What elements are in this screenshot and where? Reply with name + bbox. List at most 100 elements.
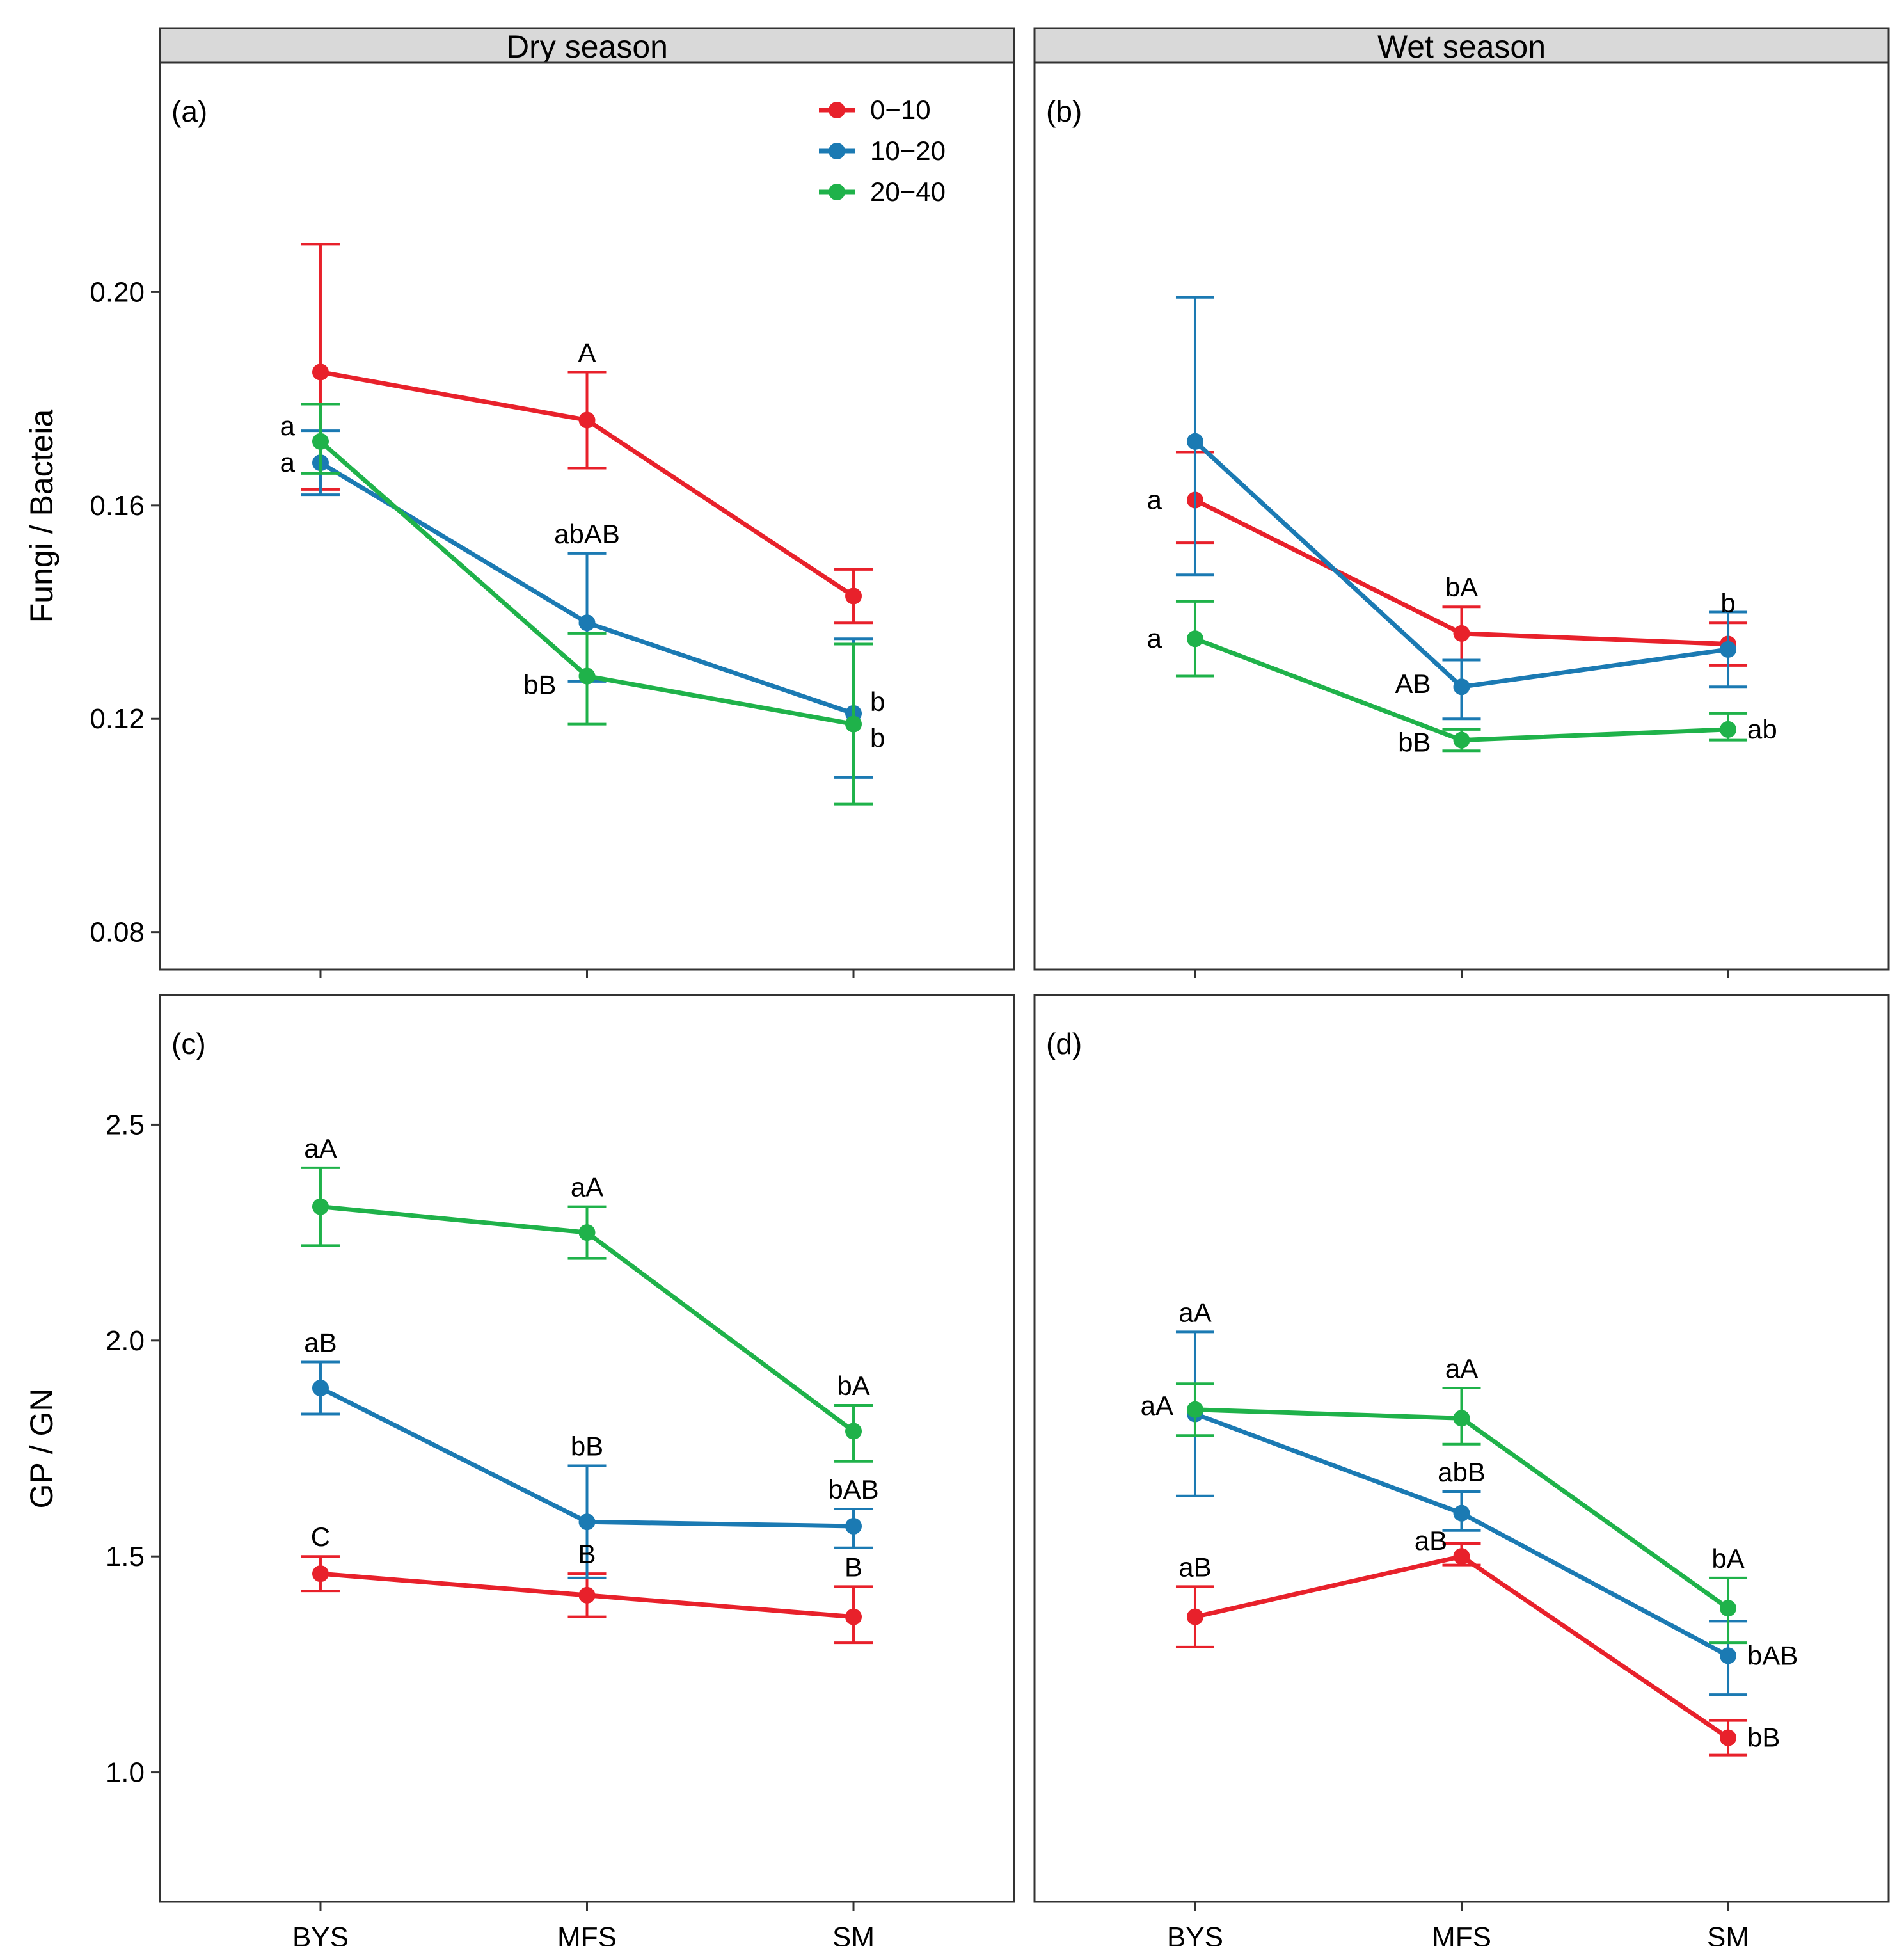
- data-point: [845, 1517, 862, 1535]
- data-point: [312, 433, 329, 450]
- panel-tag: (a): [171, 95, 207, 128]
- significance-label: aA: [304, 1133, 337, 1163]
- data-point: [1453, 1548, 1470, 1565]
- significance-label: aA: [1445, 1353, 1478, 1384]
- series-20-40: [1175, 600, 1748, 753]
- data-point: [845, 1608, 862, 1625]
- data-point: [1186, 433, 1203, 450]
- y-tick-label: 2.0: [106, 1325, 145, 1357]
- data-point: [312, 363, 329, 381]
- x-tick-label: MFS: [557, 1922, 617, 1946]
- data-point: [578, 667, 596, 685]
- data-point: [1453, 731, 1470, 749]
- data-point: [1453, 678, 1470, 696]
- y-tick-label: 0.20: [90, 276, 145, 308]
- data-point: [1453, 1410, 1470, 1427]
- data-point: [312, 1198, 329, 1215]
- series-20-40: [301, 403, 873, 806]
- legend-marker: [829, 102, 845, 118]
- significance-label: a: [280, 447, 296, 477]
- strip-header: [1033, 27, 1890, 68]
- strip-label: Wet season: [1377, 29, 1546, 65]
- significance-label: a: [1147, 623, 1162, 653]
- data-point: [845, 715, 862, 733]
- significance-label: aB: [1178, 1552, 1211, 1582]
- series-0-10: [301, 243, 873, 625]
- legend-label: 10−20: [870, 136, 946, 166]
- y-tick-label: 1.5: [106, 1541, 145, 1572]
- panel-tag: (d): [1046, 1027, 1082, 1060]
- data-point: [578, 1224, 596, 1241]
- panel-tag: (b): [1046, 95, 1082, 128]
- significance-label: b: [870, 723, 885, 753]
- legend-label: 20−40: [870, 177, 946, 207]
- series-20-40: [1175, 1382, 1748, 1645]
- data-point: [1186, 1401, 1203, 1418]
- significance-label: a: [1147, 484, 1162, 514]
- significance-label: a: [280, 411, 296, 441]
- data-point: [578, 1586, 596, 1604]
- panel-frame: [1033, 61, 1890, 971]
- y-tick-label: 1.0: [106, 1757, 145, 1789]
- significance-label: aA: [1141, 1391, 1173, 1421]
- y-tick-label: 0.16: [90, 490, 145, 522]
- data-point: [1186, 630, 1203, 648]
- significance-label: B: [578, 1539, 596, 1569]
- x-tick-label: BYS: [1167, 1922, 1223, 1946]
- data-point: [312, 1380, 329, 1397]
- x-tick-label: BYS: [292, 1922, 349, 1946]
- data-point: [845, 1423, 862, 1440]
- series-0-10: [1175, 1542, 1748, 1757]
- significance-label: abAB: [554, 519, 620, 549]
- y-tick-label: 0.12: [90, 703, 145, 735]
- series-10-20: [1175, 296, 1748, 721]
- significance-label: C: [311, 1522, 330, 1552]
- strip-header: [159, 27, 1015, 68]
- significance-label: aB: [304, 1328, 337, 1358]
- data-point: [845, 587, 862, 605]
- significance-label: aA: [1178, 1297, 1211, 1327]
- significance-label: bAB: [828, 1474, 878, 1504]
- data-point: [1720, 1647, 1737, 1664]
- y-tick-label: 0.08: [90, 917, 145, 948]
- data-point: [1720, 721, 1737, 738]
- strip-label: Dry season: [506, 29, 668, 65]
- panel-tag: (c): [171, 1027, 206, 1060]
- panel-frame: [159, 61, 1015, 971]
- legend-marker: [829, 143, 845, 159]
- significance-label: B: [845, 1552, 862, 1582]
- data-point: [1453, 1504, 1470, 1522]
- significance-label: bA: [1445, 572, 1478, 602]
- legend-label: 0−10: [870, 95, 931, 125]
- significance-label: b: [1720, 588, 1735, 618]
- data-point: [1720, 1600, 1737, 1617]
- x-tick-label: SM: [1707, 1922, 1749, 1946]
- x-tick-label: SM: [832, 1922, 875, 1946]
- significance-label: b: [870, 687, 885, 717]
- y-axis-title: GP / GN: [24, 1388, 60, 1508]
- data-point: [312, 1565, 329, 1583]
- significance-label: bA: [1711, 1543, 1744, 1574]
- data-point: [578, 1513, 596, 1531]
- series-0-10: [301, 1555, 873, 1645]
- data-point: [1453, 625, 1470, 642]
- significance-label: bA: [837, 1371, 869, 1401]
- significance-label: bB: [523, 670, 556, 700]
- data-point: [578, 411, 596, 429]
- significance-label: aA: [571, 1172, 603, 1202]
- significance-label: A: [578, 337, 596, 367]
- significance-label: bAB: [1747, 1640, 1798, 1670]
- significance-label: AB: [1395, 669, 1431, 699]
- data-point: [1720, 1729, 1737, 1746]
- panel-frame: [159, 994, 1015, 1903]
- x-tick-label: MFS: [1432, 1922, 1491, 1946]
- y-axis-title: Fungi / Bacteia: [24, 410, 60, 623]
- series-20-40: [301, 1166, 873, 1463]
- data-point: [1186, 1608, 1203, 1625]
- significance-label: ab: [1747, 714, 1777, 744]
- data-point: [1720, 641, 1737, 658]
- significance-label: bB: [1747, 1723, 1780, 1753]
- panel-frame: [1033, 994, 1890, 1903]
- significance-label: bB: [1398, 728, 1431, 758]
